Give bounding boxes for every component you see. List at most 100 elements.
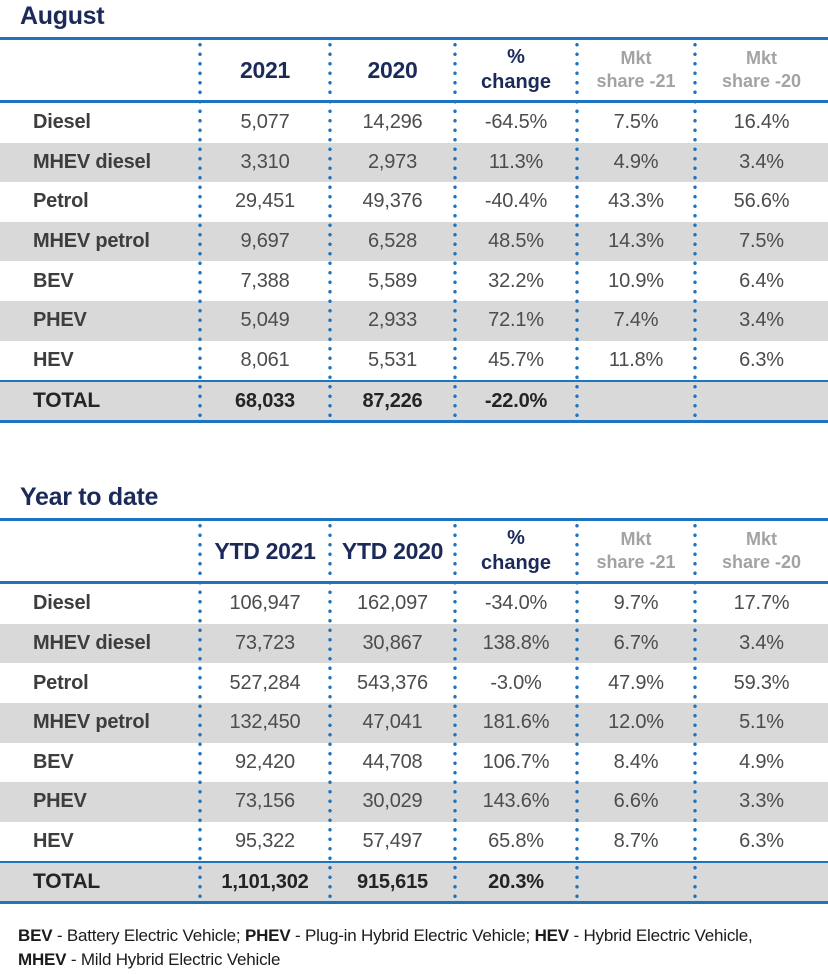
august-table: 2021 2020 % change Mkt share -21 Mkt sha… [0, 37, 828, 424]
cell-ytd-2021: 73,156 [235, 790, 295, 813]
cell-2021: 3,310 [240, 150, 290, 173]
table-row-petrol: Petrol 29,451 49,376 -40.4% 43.3% 56.6% [0, 182, 828, 222]
cell-pct-change: 20.3% [488, 870, 544, 893]
cell-mkt-20: 59.3% [733, 671, 790, 694]
header-cell-pct-change: % change [455, 526, 577, 576]
cell-ytd-2020: 30,029 [362, 790, 423, 813]
cell-ytd-2020: 162,097 [357, 592, 428, 615]
footnote-text: - Mild Hybrid Electric Vehicle [66, 950, 281, 970]
cell-2021: 9,697 [240, 230, 290, 253]
cell-ytd-2021: 92,420 [235, 750, 295, 773]
cell-ytd-2020: 47,041 [362, 711, 423, 734]
cell-mkt-21: 47.9% [608, 671, 664, 694]
header-cell-mkt-share-21: Mkt share -21 [577, 528, 695, 575]
cell-2020: 6,528 [367, 230, 418, 253]
august-total-row: TOTAL 68,033 87,226 -22.0% [0, 380, 828, 424]
mkt21-line2: share -21 [596, 552, 676, 573]
cell-pct-change: -3.0% [490, 671, 542, 694]
row-label: MHEV petrol [33, 711, 150, 734]
cell-ytd-2020: 44,708 [362, 750, 423, 773]
cell-mkt-21: 6.6% [613, 790, 659, 813]
table-row-hev: HEV 95,322 57,497 65.8% 8.7% 6.3% [0, 822, 828, 862]
row-label: PHEV [33, 309, 87, 332]
cell-pct-change: -64.5% [484, 111, 548, 134]
cell-ytd-2020: 543,376 [357, 671, 428, 694]
table-row-mhev-petrol: MHEV petrol 9,697 6,528 48.5% 14.3% 7.5% [0, 221, 828, 262]
mkt21-line1: Mkt [620, 528, 652, 549]
cell-2020: 87,226 [362, 389, 423, 412]
table-row-petrol: Petrol 527,284 543,376 -3.0% 47.9% 59.3% [0, 663, 828, 703]
cell-2020: 14,296 [362, 111, 423, 134]
cell-pct-change: 72.1% [488, 309, 544, 332]
row-label: BEV [33, 750, 74, 773]
cell-2020: 5,589 [367, 269, 418, 292]
footnote-text: - Plug-in Hybrid Electric Vehicle; [290, 926, 535, 946]
cell-mkt-21: 4.9% [613, 150, 659, 173]
section-title-ytd: Year to date [20, 483, 159, 512]
cell-mkt-20: 3.4% [739, 150, 784, 173]
cell-mkt-21: 12.0% [608, 711, 664, 734]
ytd-header-row: YTD 2021 YTD 2020 % change Mkt share -21… [0, 518, 828, 585]
cell-2020: 2,933 [367, 309, 418, 332]
mkt20-line2: share -20 [721, 552, 802, 573]
cell-2021: 5,049 [240, 309, 290, 332]
footnote-abbr-bev: BEV [18, 926, 53, 946]
cell-pct-change: 65.8% [488, 830, 544, 853]
mkt21-line2: share -21 [596, 71, 676, 91]
cell-2020: 2,973 [367, 150, 418, 173]
cell-pct-change: 106.7% [482, 750, 550, 773]
cell-ytd-2021: 132,450 [229, 711, 301, 734]
cell-mkt-21: 10.9% [608, 269, 664, 292]
table-row-mhev-diesel: MHEV diesel 3,310 2,973 11.3% 4.9% 3.4% [0, 142, 828, 183]
mkt20-line1: Mkt [746, 528, 777, 549]
cell-2021: 8,061 [240, 348, 290, 371]
cell-mkt-21: 8.4% [613, 750, 659, 773]
footnote-abbr-mhev: MHEV [18, 950, 67, 970]
table-row-phev: PHEV 73,156 30,029 143.6% 6.6% 3.3% [0, 782, 828, 822]
header-cell-mkt-share-20: Mkt share -20 [695, 47, 828, 94]
table-row-hev: HEV 8,061 5,531 45.7% 11.8% 6.3% [0, 341, 828, 381]
row-label: MHEV petrol [33, 230, 150, 253]
header-cell-ytd-2020: YTD 2020 [341, 537, 444, 564]
cell-mkt-21: 43.3% [608, 190, 664, 213]
header-cell-pct-change: % change [455, 45, 577, 95]
section-title-august: August [20, 2, 105, 30]
cell-mkt-20: 7.5% [739, 230, 784, 253]
cell-ytd-2020: 30,867 [362, 632, 423, 655]
header-cell-2020: 2020 [367, 56, 418, 83]
table-row-mhev-petrol: MHEV petrol 132,450 47,041 181.6% 12.0% … [0, 702, 828, 743]
ytd-total-row: TOTAL 1,101,302 915,615 20.3% [0, 861, 828, 905]
ytd-table: YTD 2021 YTD 2020 % change Mkt share -21… [0, 518, 828, 905]
footnote-text: - Battery Electric Vehicle; [52, 926, 245, 946]
cell-mkt-20: 3.3% [739, 790, 784, 813]
cell-ytd-2021: 527,284 [229, 671, 301, 694]
row-label: Petrol [33, 190, 89, 213]
cell-mkt-21: 7.5% [613, 111, 659, 134]
cell-pct-change: 138.8% [482, 632, 550, 655]
mkt20-line2: share -20 [721, 71, 802, 91]
cell-2021: 7,388 [240, 269, 290, 292]
cell-pct-change: 181.6% [482, 711, 550, 734]
total-label: TOTAL [33, 870, 101, 894]
pct-line1: % [507, 46, 525, 68]
footnote-abbr-phev: PHEV [244, 926, 291, 946]
ytd-body: Diesel 106,947 162,097 -34.0% 9.7% 17.7%… [0, 584, 828, 861]
row-label: MHEV diesel [33, 150, 151, 173]
total-label: TOTAL [33, 389, 101, 413]
cell-pct-change: 45.7% [488, 348, 544, 371]
table-row-diesel: Diesel 5,077 14,296 -64.5% 7.5% 16.4% [0, 103, 828, 143]
cell-2021: 29,451 [235, 190, 295, 213]
cell-ytd-2021: 1,101,302 [221, 870, 309, 893]
pct-line2: change [480, 552, 552, 575]
row-label: MHEV diesel [33, 632, 151, 655]
august-body: Diesel 5,077 14,296 -64.5% 7.5% 16.4% MH… [0, 103, 828, 380]
cell-ytd-2021: 106,947 [229, 592, 301, 615]
cell-mkt-21: 7.4% [613, 309, 659, 332]
row-label: Petrol [33, 671, 89, 694]
row-label: Diesel [33, 592, 91, 615]
mkt21-line1: Mkt [620, 47, 652, 68]
cell-mkt-20: 17.7% [733, 592, 790, 615]
cell-mkt-20: 3.4% [739, 632, 784, 655]
cell-pct-change: -40.4% [484, 190, 548, 213]
